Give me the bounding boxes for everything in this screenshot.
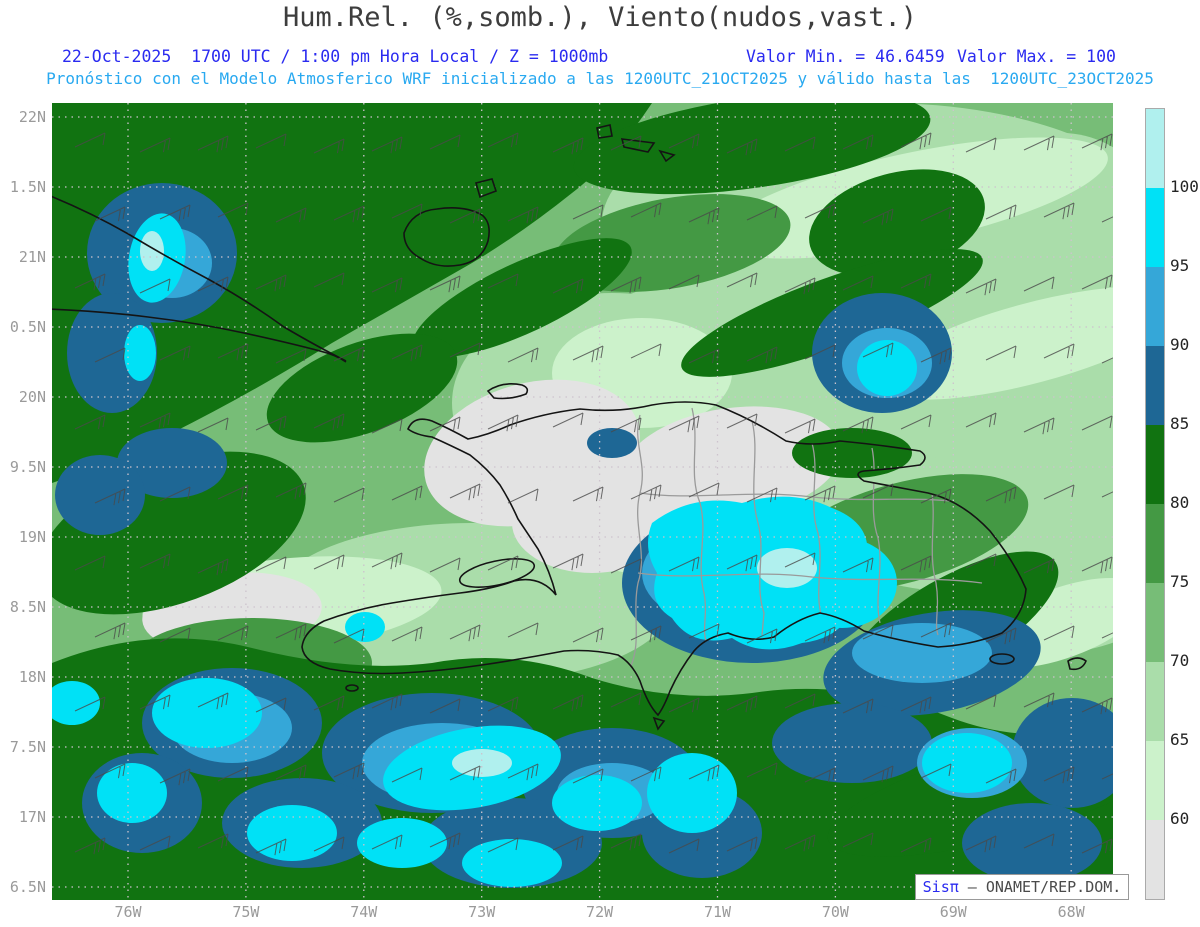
watermark-brand: Sisπ [922,878,959,896]
lon-tick-label: 76W [114,903,142,921]
lat-tick-label: 18N [18,668,46,686]
valor-min-label: Valor Min. = 46.6459 [746,47,945,66]
lat-tick-label: 0.5N [9,318,46,336]
lon-tick-label: 70W [821,903,849,921]
lon-tick-label: 75W [232,903,260,921]
info-line: 22-Oct-2025 1700 UTC / 1:00 pm Hora Loca… [0,47,1200,67]
lon-tick-label: 74W [350,903,378,921]
valor-max-label: Valor Max. = 100 [957,47,1116,66]
colorbar-segment [1146,425,1164,504]
lat-tick-label: 9.5N [9,458,46,476]
lat-tick-label: 7.5N [9,738,46,756]
page-title: Hum.Rel. (%,somb.), Viento(nudos,vast.) [283,2,917,33]
colorbar-tick-label: 70 [1170,651,1190,670]
colorbar-segment [1146,583,1164,662]
humidity-colorbar [1145,108,1165,900]
forecast-map [52,103,1113,900]
colorbar-tick-label: 75 [1170,572,1190,591]
lon-tick-label: 68W [1057,903,1085,921]
watermark-box: Sisπ – ONAMET/REP.DOM. [915,874,1129,900]
colorbar-segment [1146,346,1164,425]
lon-tick-label: 72W [586,903,614,921]
colorbar-tick-label: 60 [1170,809,1190,828]
lon-tick-label: 71W [703,903,732,921]
lat-tick-label: 19N [18,528,46,546]
colorbar-tick-label: 100 [1170,177,1199,196]
lon-tick-label: 73W [468,903,496,921]
model-run-label: Pronóstico con el Modelo Atmosferico WRF… [46,69,1154,88]
lat-tick-label: 1.5N [9,178,46,196]
lat-tick-label: 22N [18,108,46,126]
colorbar-segment [1146,820,1164,899]
colorbar-segment [1146,188,1164,267]
lat-tick-label: 8.5N [9,598,46,616]
colorbar-segment [1146,109,1164,188]
wind-barbs [74,132,1113,856]
lat-tick-label: 21N [18,248,46,266]
colorbar-tick-label: 95 [1170,256,1190,275]
lon-tick-label: 69W [939,903,967,921]
valid-datetime-label: 22-Oct-2025 1700 UTC / 1:00 pm Hora Loca… [62,47,609,66]
colorbar-segment [1146,662,1164,741]
colorbar-tick-label: 80 [1170,493,1190,512]
colorbar-tick-label: 90 [1170,335,1190,354]
lat-tick-label: 17N [18,808,46,826]
colorbar-segment [1146,741,1164,820]
colorbar-segment [1146,504,1164,583]
lat-tick-label: 20N [18,388,46,406]
lat-tick-label: 6.5N [9,878,46,896]
colorbar-segment [1146,267,1164,346]
colorbar-tick-label: 85 [1170,414,1190,433]
watermark-text: – ONAMET/REP.DOM. [958,878,1122,896]
colorbar-tick-label: 65 [1170,730,1190,749]
